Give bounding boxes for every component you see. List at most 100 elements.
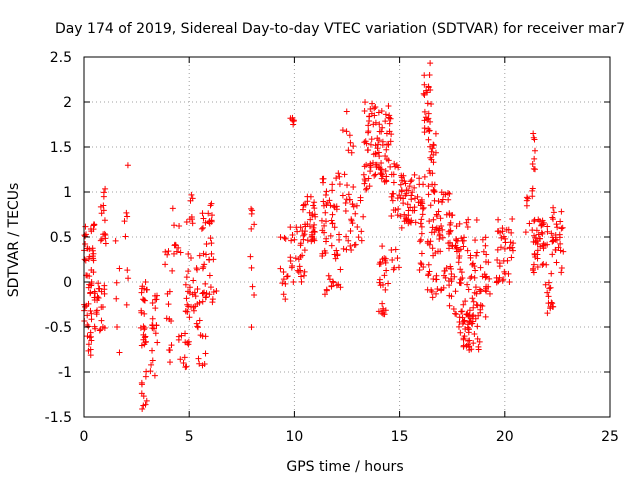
data-point — [395, 264, 402, 271]
data-point — [531, 147, 538, 154]
data-point — [465, 337, 472, 344]
data-point — [210, 289, 217, 296]
data-point — [470, 298, 477, 305]
data-point — [94, 293, 101, 300]
data-point — [430, 142, 437, 149]
data-point — [506, 279, 513, 286]
data-point — [198, 225, 205, 232]
data-point — [550, 204, 557, 211]
data-point — [425, 83, 432, 90]
data-point — [206, 291, 213, 298]
data-point — [153, 322, 160, 329]
y-tick-label: -1 — [58, 365, 72, 381]
data-point — [461, 333, 468, 340]
data-point — [142, 401, 149, 408]
data-point — [369, 100, 376, 107]
data-point — [310, 235, 317, 242]
data-point — [537, 243, 544, 250]
data-point — [320, 198, 327, 205]
data-point — [339, 127, 346, 134]
data-point — [292, 255, 299, 262]
data-point — [302, 221, 309, 228]
data-point — [432, 130, 439, 137]
data-point — [379, 141, 386, 148]
data-point — [196, 299, 203, 306]
data-point — [360, 171, 367, 178]
data-point — [466, 319, 473, 326]
data-point — [530, 261, 537, 268]
data-point — [143, 368, 150, 375]
data-point — [88, 316, 95, 323]
data-point — [508, 254, 515, 261]
data-point — [343, 128, 350, 135]
data-point — [379, 243, 386, 250]
data-point — [196, 317, 203, 324]
data-point — [456, 255, 463, 262]
data-point — [384, 141, 391, 148]
data-point — [383, 156, 390, 163]
data-point — [494, 256, 501, 263]
data-point — [474, 335, 481, 342]
data-point — [542, 281, 549, 288]
data-point — [97, 237, 104, 244]
data-point — [448, 265, 455, 272]
data-point — [340, 245, 347, 252]
data-point — [458, 235, 465, 242]
data-point — [300, 272, 307, 279]
data-point — [482, 274, 489, 281]
data-point — [331, 224, 338, 231]
data-point — [558, 269, 565, 276]
data-point — [152, 292, 159, 299]
data-point — [446, 239, 453, 246]
data-point — [416, 267, 423, 274]
data-point — [89, 253, 96, 260]
data-point — [549, 214, 556, 221]
data-point — [88, 310, 95, 317]
data-point — [301, 201, 308, 208]
data-point — [328, 217, 335, 224]
data-point — [507, 239, 514, 246]
data-point — [329, 181, 336, 188]
data-point — [282, 235, 289, 242]
data-point — [323, 188, 330, 195]
data-point — [522, 229, 529, 236]
data-point — [494, 278, 501, 285]
data-point — [345, 237, 352, 244]
data-point — [319, 175, 326, 182]
data-point — [430, 252, 437, 259]
data-point — [509, 216, 516, 223]
data-point — [194, 324, 201, 331]
data-point — [190, 277, 197, 284]
data-point — [504, 257, 511, 264]
data-point — [121, 218, 128, 225]
data-point — [530, 130, 537, 137]
data-point — [318, 217, 325, 224]
x-tick-label: 20 — [496, 429, 514, 445]
y-tick-label: 1 — [63, 185, 72, 201]
data-point — [311, 205, 318, 212]
data-point — [463, 342, 470, 349]
data-point — [142, 279, 149, 286]
data-point — [369, 159, 376, 166]
data-point — [248, 324, 255, 331]
data-point — [344, 182, 351, 189]
data-point — [248, 225, 255, 232]
data-point — [92, 325, 99, 332]
data-point — [185, 268, 192, 275]
data-point — [548, 270, 555, 277]
data-point — [375, 109, 382, 116]
data-point — [382, 111, 389, 118]
data-point — [470, 340, 477, 347]
data-point — [446, 230, 453, 237]
data-point — [329, 211, 336, 218]
x-tick-label: 25 — [601, 429, 619, 445]
data-point — [495, 228, 502, 235]
y-tick-label: 2 — [63, 95, 72, 111]
data-point — [101, 230, 108, 237]
data-point — [312, 213, 319, 220]
data-point — [456, 220, 463, 227]
data-point — [85, 284, 92, 291]
data-point — [402, 215, 409, 222]
data-point — [282, 296, 289, 303]
data-point — [376, 121, 383, 128]
